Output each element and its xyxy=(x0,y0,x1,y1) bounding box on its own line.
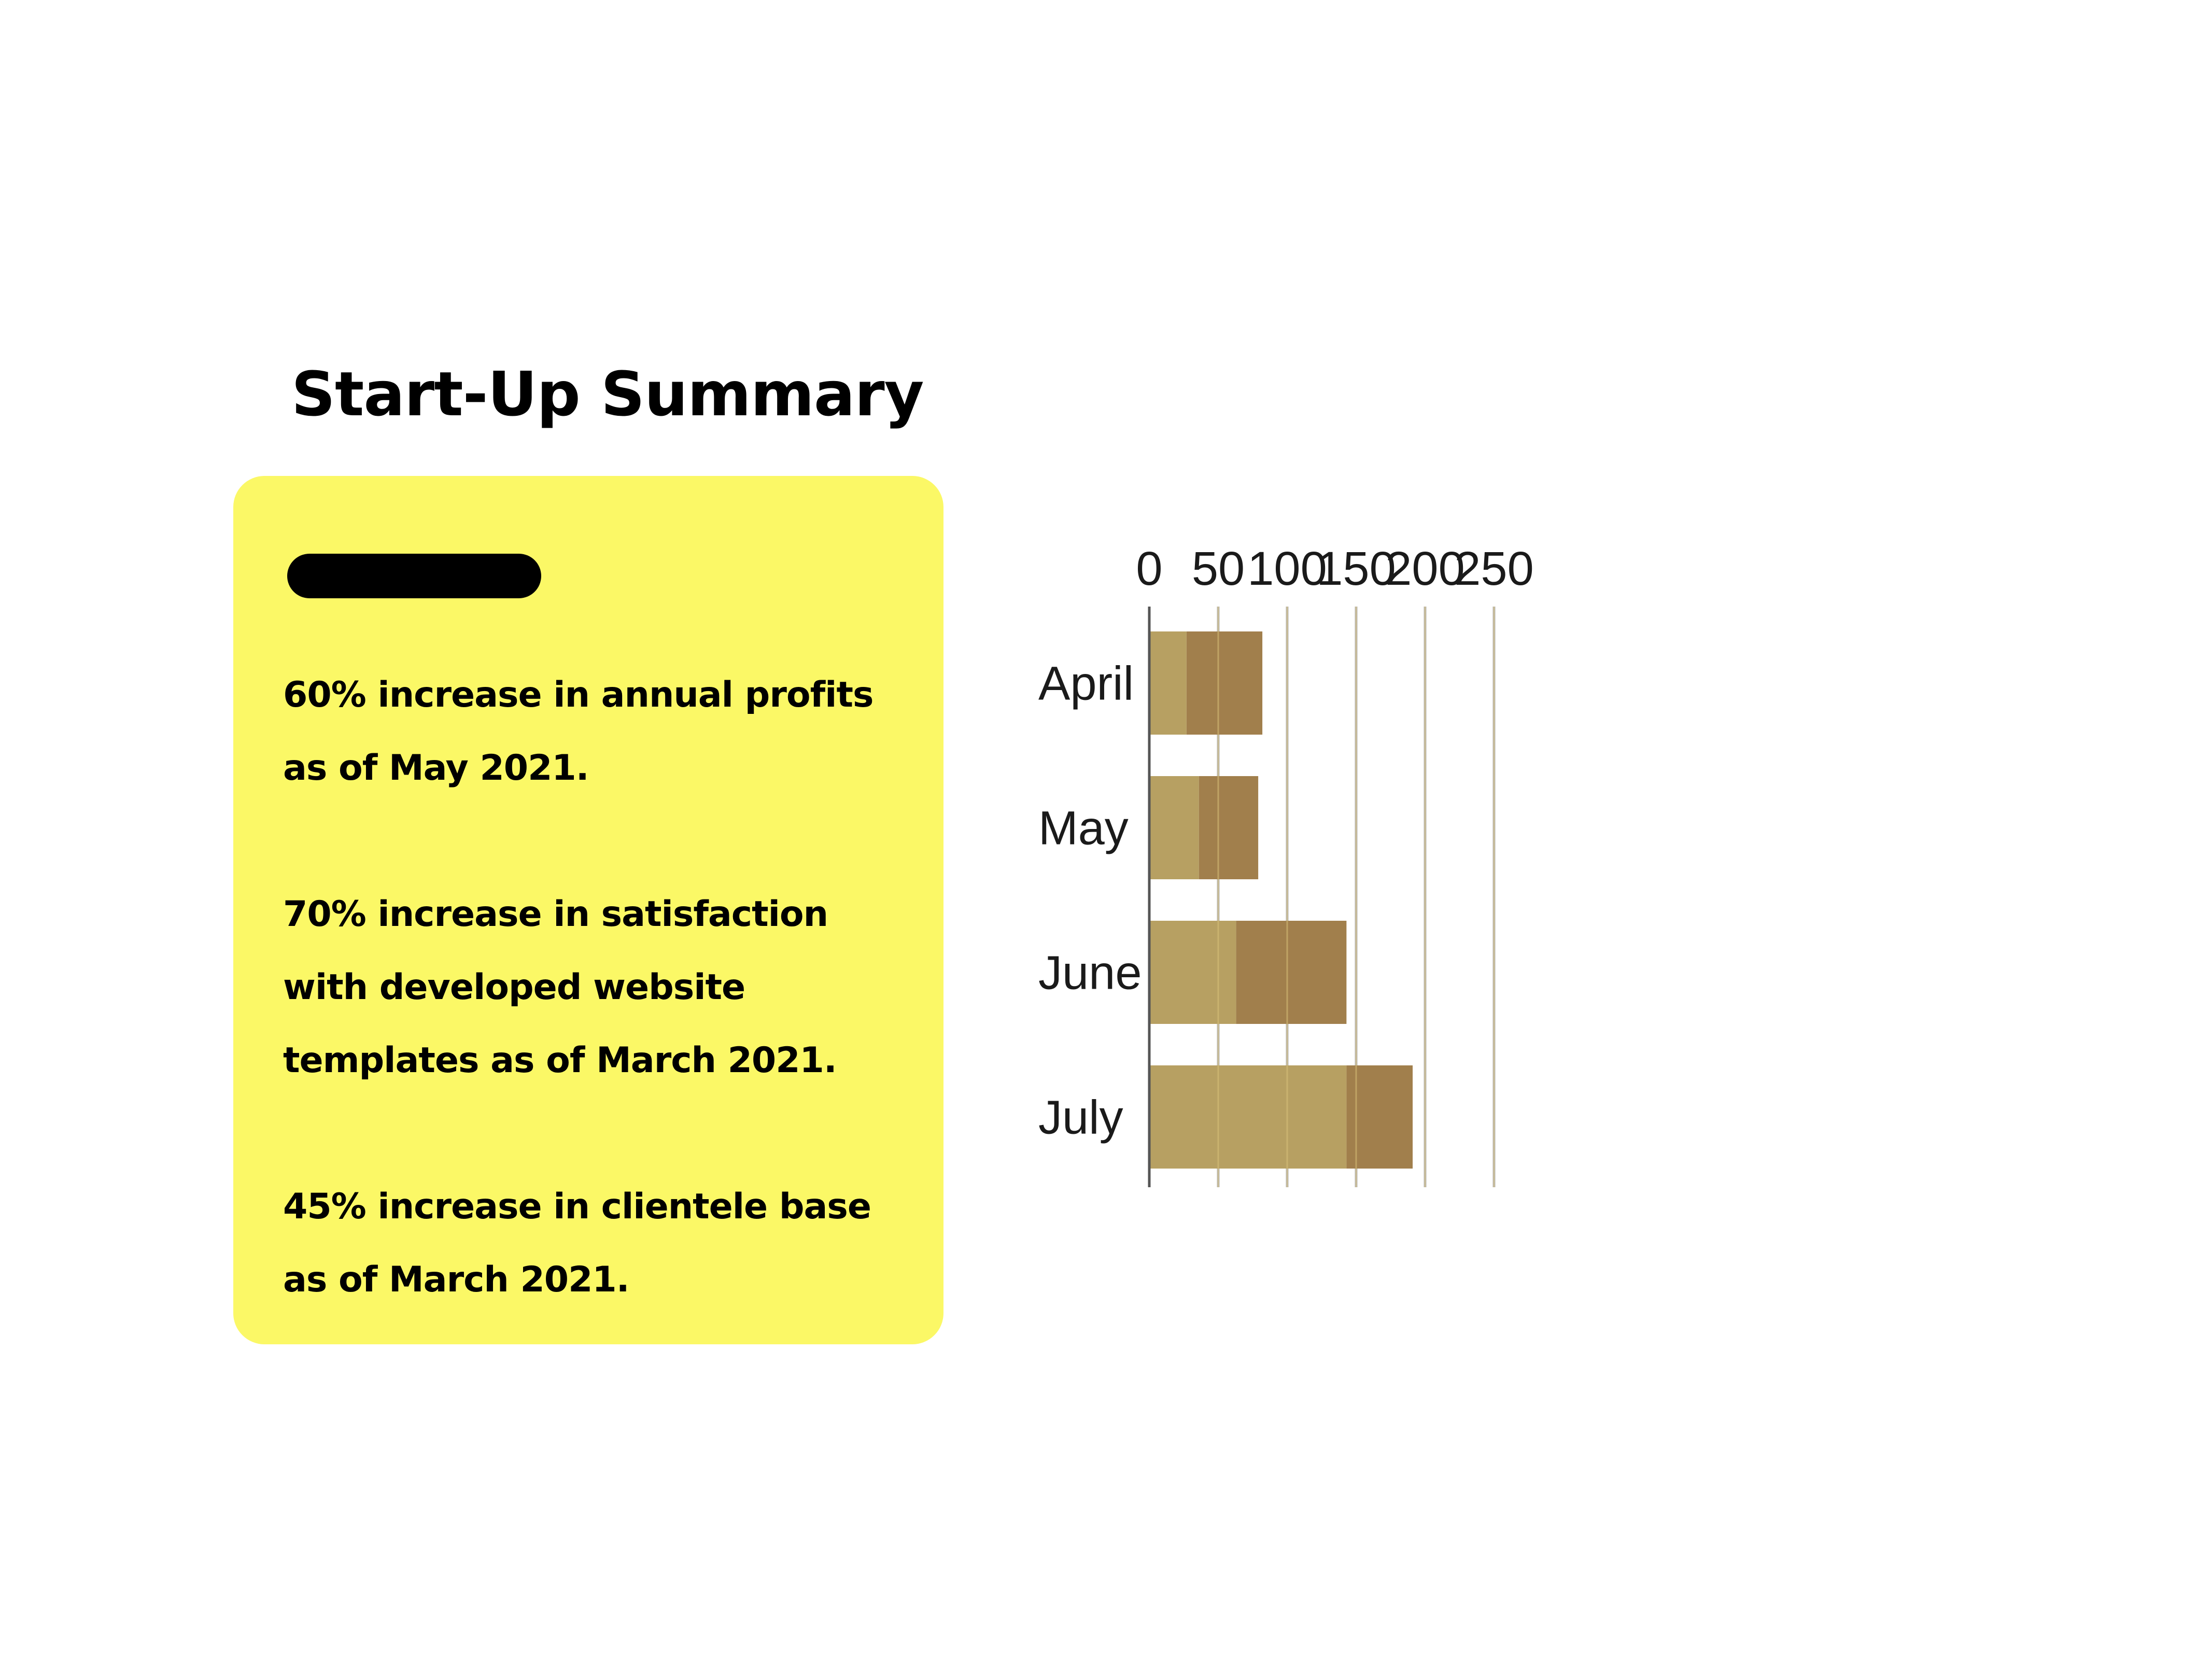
bar-april-series-2 xyxy=(1186,631,1263,735)
y-category-label-june: June xyxy=(1038,947,1142,1000)
y-category-label-may: May xyxy=(1038,802,1129,855)
stat-profits: 60% increase in annual profits as of May… xyxy=(283,658,921,805)
y-category-label-april: April xyxy=(1038,657,1134,710)
stat-satisfaction: 70% increase in satisfaction with develo… xyxy=(283,878,921,1097)
x-tick-label-150: 150 xyxy=(1316,542,1396,595)
x-tick-label-100: 100 xyxy=(1247,542,1327,595)
bar-chart: 0 50 100 150 200 250 April May June July xyxy=(985,518,1918,1244)
summary-card: 60% increase in annual profits as of May… xyxy=(233,476,943,1344)
card-label-pill xyxy=(287,554,541,598)
stat-line: 45% increase in clientele base xyxy=(283,1186,871,1227)
stats-list: 60% increase in annual profits as of May… xyxy=(283,658,921,1316)
x-tick-label-250: 250 xyxy=(1454,542,1534,595)
bar-may-series-2 xyxy=(1199,776,1259,879)
stat-line: templates as of March 2021. xyxy=(283,1040,837,1081)
bar-april-series-1 xyxy=(1149,631,1187,735)
stat-line: 70% increase in satisfaction xyxy=(283,894,828,935)
stat-line: with developed website xyxy=(283,967,745,1008)
bar-may-series-1 xyxy=(1149,776,1199,879)
axes xyxy=(1148,607,1495,1187)
bar-july-series-2 xyxy=(1346,1065,1413,1169)
stat-line: as of March 2021. xyxy=(283,1259,630,1300)
stat-line: 60% increase in annual profits xyxy=(283,674,873,715)
stat-line: as of May 2021. xyxy=(283,748,589,789)
bar-june-series-1 xyxy=(1149,921,1236,1024)
bar-june-series-2 xyxy=(1236,921,1347,1024)
y-category-label-july: July xyxy=(1038,1091,1123,1144)
stat-clientele: 45% increase in clientele base as of Mar… xyxy=(283,1170,921,1316)
bars xyxy=(1149,631,1413,1169)
bar-july-series-1 xyxy=(1149,1065,1347,1169)
x-tick-label-50: 50 xyxy=(1192,542,1245,595)
x-tick-label-200: 200 xyxy=(1385,542,1465,595)
page-title: Start-Up Summary xyxy=(291,358,924,430)
x-tick-label-0: 0 xyxy=(1136,542,1162,595)
